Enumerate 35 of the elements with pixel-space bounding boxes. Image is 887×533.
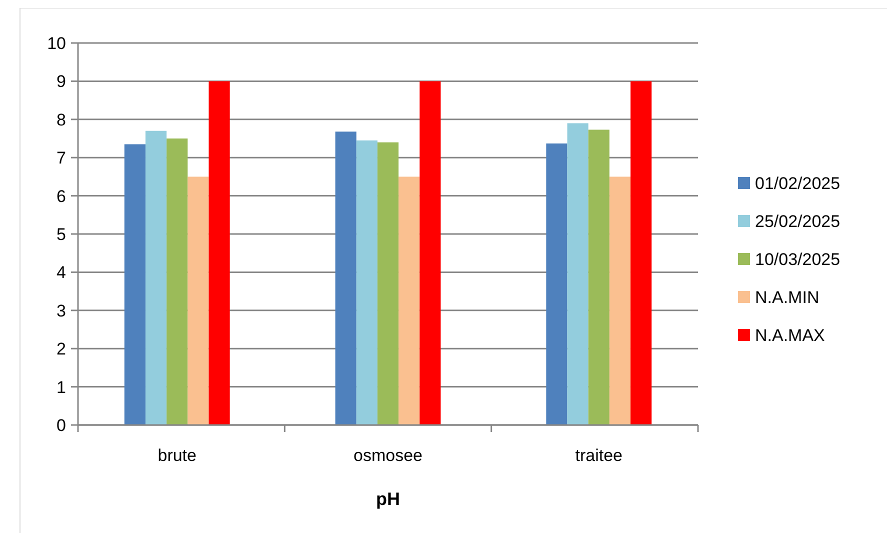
y-tick-label: 6 (56, 186, 66, 206)
legend-label: N.A.MAX (755, 326, 825, 345)
bar (377, 142, 399, 425)
y-tick-label: 5 (56, 224, 66, 244)
x-tick-label: traitee (575, 446, 623, 465)
y-tick-label: 1 (56, 378, 66, 397)
y-tick-label: 4 (56, 263, 66, 282)
y-tick-label: 10 (47, 34, 66, 53)
legend-label: N.A.MIN (755, 288, 820, 307)
bar (166, 138, 188, 425)
x-axis-title: pH (376, 489, 400, 509)
bar (145, 130, 167, 425)
y-tick-label: 7 (56, 148, 66, 168)
bar (567, 123, 588, 425)
bar (546, 143, 568, 425)
x-tick-label: osmosee (354, 446, 422, 465)
bar (188, 176, 209, 425)
bar (609, 176, 631, 425)
bar (208, 81, 230, 425)
legend-label: 25/02/2025 (755, 212, 840, 231)
y-tick-label: 2 (56, 340, 66, 359)
bar (420, 81, 441, 425)
y-tick-label: 8 (56, 110, 66, 130)
x-tick-label: brute (158, 446, 196, 465)
bar (630, 81, 652, 425)
bar (398, 176, 420, 425)
y-tick-label: 9 (56, 72, 66, 92)
bar (124, 144, 146, 425)
y-tick-label: 3 (56, 301, 66, 320)
y-tick-label: 0 (56, 416, 66, 435)
bar (356, 140, 378, 425)
bar (335, 132, 356, 425)
legend-label: 10/03/2025 (755, 250, 840, 269)
bar (588, 130, 610, 425)
legend-label: 01/02/2025 (755, 174, 840, 193)
